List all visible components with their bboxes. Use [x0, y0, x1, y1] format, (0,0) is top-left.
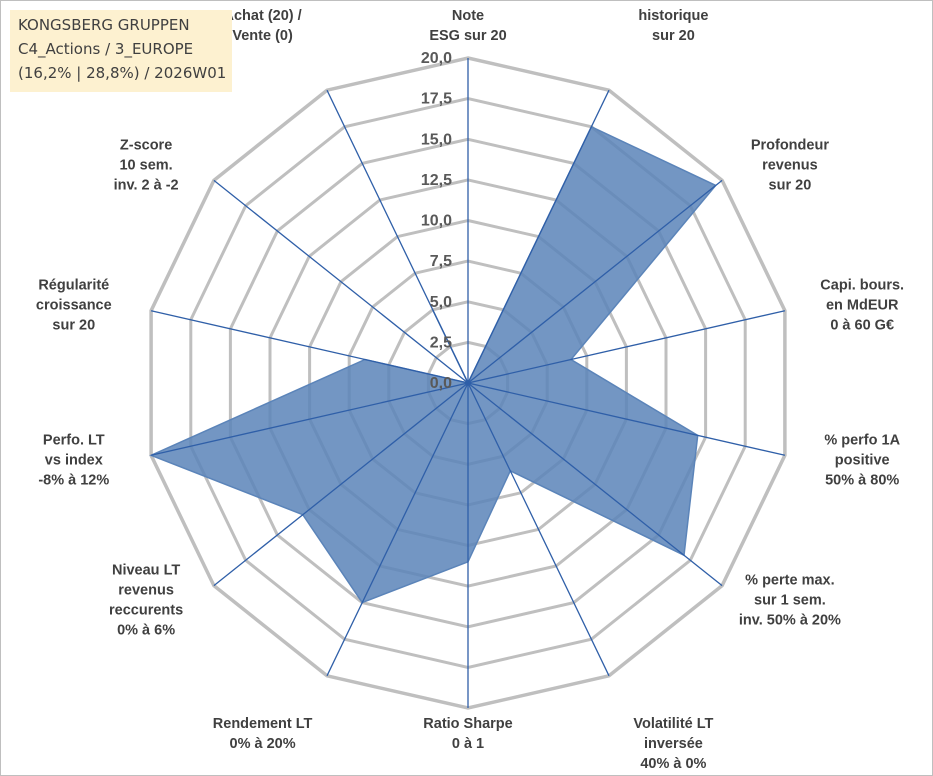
- axis-label-line: Profondeur: [751, 137, 829, 153]
- axis-label-line: vs index: [45, 453, 103, 469]
- axis-label-line: inv. 50% à 20%: [739, 613, 841, 629]
- axis-label-line: croissance: [36, 297, 112, 313]
- spoke: [467, 310, 786, 384]
- axis-label-line: Niveau LT: [112, 563, 180, 579]
- tick-label: 7,5: [430, 253, 452, 270]
- axis-label-line: revenus: [118, 583, 174, 599]
- axis-label-line: Régularité: [38, 277, 109, 293]
- spoke: [150, 382, 469, 456]
- tick-label: 5,0: [430, 294, 452, 311]
- chart-title-box: KONGSBERG GRUPPEN C4_Actions / 3_EUROPE …: [10, 10, 232, 92]
- axis-label: Rendement LT 0% à 20%: [213, 716, 313, 752]
- tick-label: 10,0: [421, 213, 452, 230]
- tick-label: 0,0: [430, 375, 452, 392]
- axis-label-line: Perfo. LT: [43, 433, 105, 449]
- axis-label: Note ESG sur 20: [429, 8, 506, 44]
- axis-label-line: 0% à 6%: [117, 623, 175, 639]
- axis-label-line: Vente (0): [232, 28, 293, 44]
- spoke: [213, 382, 469, 587]
- axis-label-line: inversée: [644, 736, 703, 752]
- tick-label: 17,5: [421, 91, 452, 108]
- axis-label-line: Capi. bours.: [820, 277, 904, 293]
- axis-label-line: Profondeur: [634, 0, 712, 4]
- axis-label-line: historique: [638, 8, 708, 24]
- axis-label-line: -8% à 12%: [38, 473, 109, 489]
- axis-label-line: Ratio Sharpe: [423, 716, 512, 732]
- axis-label-line: en MdEUR: [826, 297, 899, 313]
- spoke: [150, 310, 469, 384]
- tick-label: 12,5: [421, 172, 452, 189]
- axis-label-line: Rendement LT: [213, 716, 313, 732]
- tick-label: 2,5: [430, 334, 452, 351]
- chart-subtitle-stats: (16,2% | 28,8%) / 2026W01: [18, 64, 227, 82]
- spoke: [213, 179, 469, 384]
- spoke: [467, 89, 610, 384]
- chart-subtitle-category: C4_Actions / 3_EUROPE: [18, 40, 194, 58]
- axis-label: % perte max. sur 1 sem. inv. 50% à 20%: [739, 573, 841, 629]
- spokes: [150, 58, 786, 708]
- axis-label-line: sur 20: [52, 317, 95, 333]
- spoke: [467, 382, 723, 587]
- axis-label-line: % perfo 1A: [824, 433, 900, 449]
- axis-label: Z-score 10 sem. inv. 2 à -2: [114, 137, 179, 193]
- axis-label-line: ESG sur 20: [429, 28, 506, 44]
- axis-label-line: sur 20: [652, 28, 695, 44]
- axis-label: Profondeur revenus sur 20: [751, 137, 829, 193]
- axis-label-line: sur 20: [769, 177, 812, 193]
- axis-label-line: Achat (20) /: [224, 8, 302, 24]
- spoke: [326, 382, 469, 677]
- axis-label-line: 0% à 20%: [230, 736, 296, 752]
- axis-label-line: 10 sem.: [119, 157, 172, 173]
- axis-label-line: Z-score: [120, 137, 172, 153]
- axis-label-line: reccurents: [109, 603, 183, 619]
- axis-label: Niveau LT revenus reccurents 0% à 6%: [109, 563, 183, 639]
- axis-label-line: Momentum: [224, 0, 301, 4]
- axis-label-line: Note: [452, 8, 484, 24]
- axis-label-line: sur 1 sem.: [754, 593, 826, 609]
- axis-label-line: inv. 2 à -2: [114, 177, 179, 193]
- axis-label-line: % perte max.: [745, 573, 834, 589]
- axis-label-line: revenus: [762, 157, 818, 173]
- axis-label: Volatilité LT inversée 40% à 0%: [633, 716, 713, 772]
- axis-label: Profondeur historique sur 20: [634, 0, 712, 44]
- axis-labels: Note ESG sur 20 Profondeur historique sur 20…: [36, 0, 904, 772]
- tick-label: 20,0: [421, 50, 452, 67]
- axis-label-line: Volatilité LT: [633, 716, 713, 732]
- axis-label-line: 0 à 1: [452, 736, 484, 752]
- chart-title: KONGSBERG GRUPPEN: [18, 16, 190, 34]
- axis-label: % perfo 1A positive 50% à 80%: [824, 433, 900, 489]
- axis-label: Ratio Sharpe 0 à 1: [423, 716, 512, 752]
- axis-label-line: 50% à 80%: [825, 473, 899, 489]
- axis-label: Capi. bours. en MdEUR 0 à 60 G€: [820, 277, 904, 333]
- spoke: [467, 382, 610, 677]
- tick-labels: 0,0 2,5 5,0 7,5 10,0 12,5 15,0 17,5 20,0: [421, 50, 452, 392]
- spoke: [467, 382, 786, 456]
- spoke: [467, 179, 723, 384]
- axis-label: Régularité croissance sur 20: [36, 277, 112, 333]
- axis-label: Perfo. LT vs index -8% à 12%: [38, 433, 109, 489]
- tick-label: 15,0: [421, 131, 452, 148]
- axis-label-line: 0 à 60 G€: [830, 317, 894, 333]
- axis-label-line: positive: [835, 453, 890, 469]
- axis-label: Momentum Achat (20) / Vente (0): [224, 0, 302, 44]
- spoke: [326, 89, 469, 384]
- axis-label-line: 40% à 0%: [640, 756, 706, 772]
